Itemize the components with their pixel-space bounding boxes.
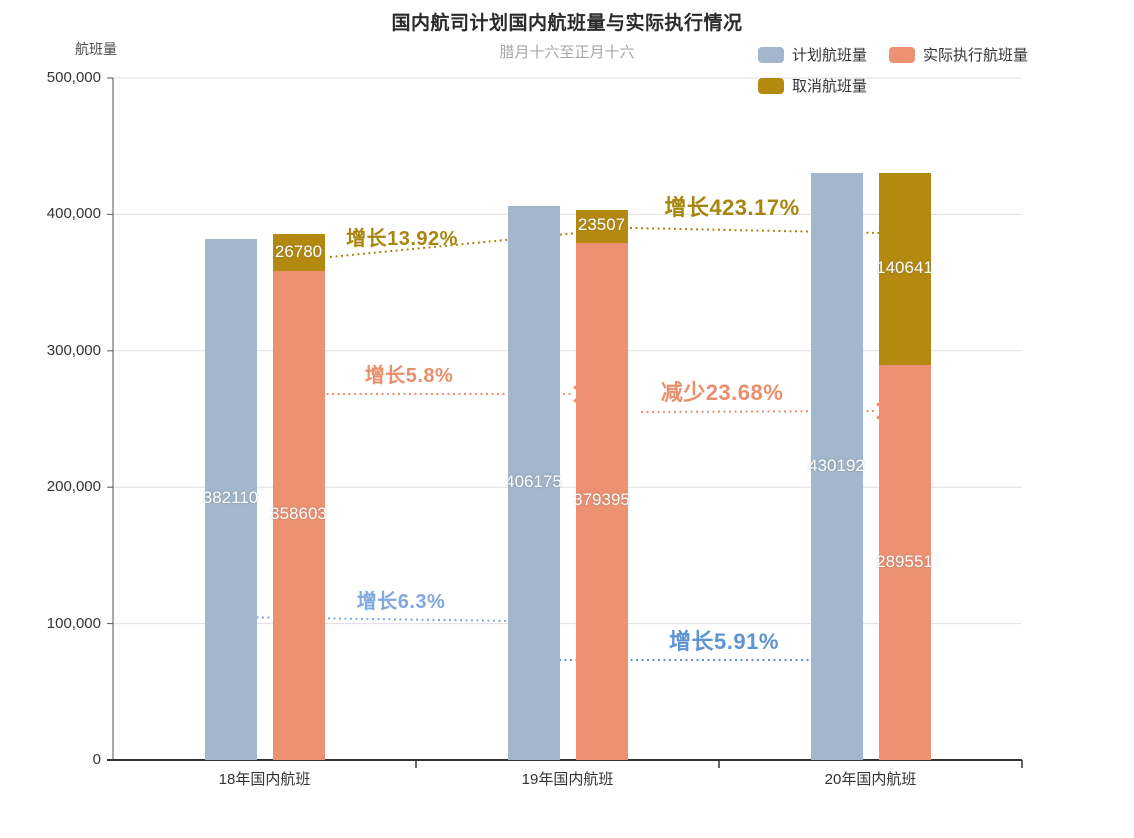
annotation-0: 增长13.92% xyxy=(346,228,458,250)
value-label-cancelled-0: 26780 xyxy=(274,241,323,261)
bar-executed-2[interactable] xyxy=(878,365,931,760)
annotation-3: 减少23.68% xyxy=(660,380,784,405)
value-label-executed-0: 358603 xyxy=(270,504,327,524)
bar-executed-0[interactable] xyxy=(272,270,325,760)
bar-executed-1[interactable] xyxy=(575,242,628,760)
legend-swatch-cancelled-icon xyxy=(758,77,784,94)
legend-item-cancelled[interactable]: 取消航班量 xyxy=(758,75,867,96)
y-tick-label: 300,000 xyxy=(46,341,101,359)
y-tick-label: 0 xyxy=(92,751,101,768)
annotation-1: 增长423.17% xyxy=(664,195,800,220)
bar-cancelled-1[interactable] xyxy=(575,210,628,243)
bar-planned-2[interactable] xyxy=(810,173,863,760)
chart-subtitle: 腊月十六至正月十六 xyxy=(499,44,635,61)
annotation-2: 增长5.8% xyxy=(364,365,454,387)
legend-item-executed[interactable]: 实际执行航班量 xyxy=(889,44,1028,65)
value-label-cancelled-2: 140641 xyxy=(876,258,933,278)
bar-planned-0[interactable] xyxy=(204,238,257,760)
y-tick-label: 500,000 xyxy=(46,69,101,86)
value-label-executed-1: 379395 xyxy=(573,490,630,510)
legend-label: 取消航班量 xyxy=(792,78,868,95)
value-label-executed-2: 289551 xyxy=(876,551,933,571)
x-category-label-2: 20年国内航班 xyxy=(824,771,917,788)
bar-cancelled-0[interactable] xyxy=(272,234,325,271)
value-label-planned-2: 430192 xyxy=(808,455,865,475)
bar-cancelled-2[interactable] xyxy=(878,173,931,366)
legend-swatch-planned-icon xyxy=(758,46,784,63)
legend-swatch-executed-icon xyxy=(889,46,916,63)
y-axis-name: 航班量 xyxy=(75,41,117,57)
x-category-label-1: 19年国内航班 xyxy=(521,771,614,788)
bar-planned-1[interactable] xyxy=(507,205,560,760)
legend-label: 计划航班量 xyxy=(792,47,868,64)
chart-title: 国内航司计划国内航班量与实际执行情况 xyxy=(391,13,743,34)
legend-label: 实际执行航班量 xyxy=(923,47,1029,64)
y-tick-label: 100,000 xyxy=(46,614,101,632)
y-tick-label: 200,000 xyxy=(46,478,101,496)
legend-item-planned[interactable]: 计划航班量 xyxy=(758,44,867,65)
value-label-planned-0: 382110 xyxy=(202,488,259,508)
value-label-planned-1: 406175 xyxy=(505,471,562,491)
y-tick-label: 400,000 xyxy=(46,205,101,223)
annotation-4: 增长6.3% xyxy=(356,591,446,613)
value-label-cancelled-1: 23507 xyxy=(577,215,626,235)
legend: 计划航班量 实际执行航班量 取消航班量 xyxy=(758,44,1088,96)
x-category-label-0: 18年国内航班 xyxy=(218,771,311,788)
annotation-5: 增长5.91% xyxy=(669,629,779,654)
